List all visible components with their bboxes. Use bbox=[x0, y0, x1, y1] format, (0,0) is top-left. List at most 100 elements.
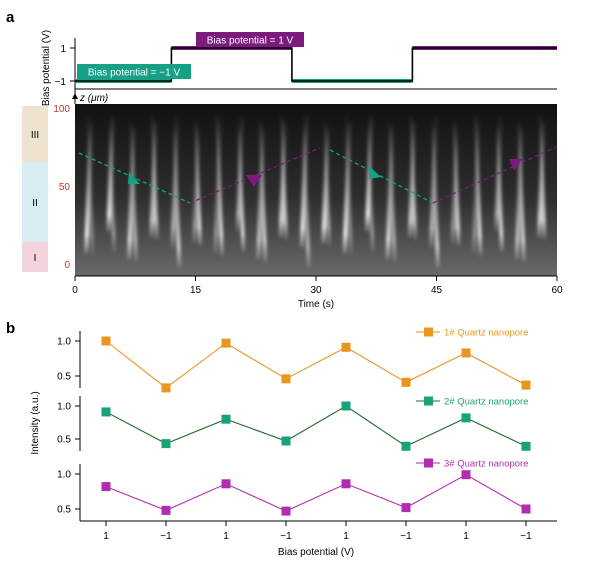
migration-path-neg-2 bbox=[329, 149, 434, 204]
intensity-ytick-label: 0.5 bbox=[57, 505, 71, 516]
bias-category-axis-label: Bias potential (V) bbox=[278, 547, 354, 558]
kymograph-streak bbox=[192, 128, 201, 244]
migration-arrow-pos-1 bbox=[246, 175, 262, 187]
intensity-ytick-label: 0.5 bbox=[57, 372, 71, 383]
time-axis-ticks: 0 15 30 45 60 bbox=[72, 276, 563, 296]
migration-arrow-neg-1 bbox=[128, 172, 140, 184]
intensity-ytick-label: 1.0 bbox=[57, 402, 71, 413]
time-tick-label: 30 bbox=[310, 285, 322, 296]
kymograph-streak bbox=[429, 116, 438, 248]
kymograph-streak bbox=[106, 116, 115, 232]
bias-pos-label-box bbox=[196, 32, 304, 47]
kymograph-streak bbox=[235, 116, 244, 232]
category-tick-label: 1 bbox=[223, 531, 229, 542]
kymograph-streak bbox=[537, 122, 546, 238]
migration-path-pos-2 bbox=[432, 146, 557, 204]
kymograph-streak bbox=[471, 122, 481, 254]
category-tick-label: −1 bbox=[160, 531, 172, 542]
bias-ytick-label-neg1: −1 bbox=[55, 77, 67, 88]
series-1-point bbox=[101, 336, 111, 346]
series-1-point bbox=[161, 383, 171, 393]
zone-I-label: I bbox=[34, 253, 37, 264]
bias-category-ticks: 1 −1 1 −1 1 −1 1 −1 bbox=[103, 521, 532, 542]
z-axis-label: z (μm) bbox=[79, 93, 108, 104]
series-2-point bbox=[161, 439, 171, 449]
intensity-ytick-label: 0.5 bbox=[57, 435, 71, 446]
series-2-point bbox=[341, 401, 351, 411]
legend-label-3: 3# Quartz nanopore bbox=[444, 459, 529, 470]
kymograph-streak bbox=[494, 116, 503, 232]
z-tick-label-50: 50 bbox=[59, 182, 71, 193]
kymograph-streak bbox=[342, 122, 352, 254]
series-1-point bbox=[401, 377, 411, 387]
kymograph-streak bbox=[278, 122, 287, 238]
series-3-point bbox=[281, 506, 291, 516]
time-tick-label: 60 bbox=[551, 285, 563, 296]
series-1-point bbox=[221, 338, 231, 348]
migration-path-neg-1 bbox=[78, 152, 191, 204]
category-tick-label: 1 bbox=[463, 531, 469, 542]
category-tick-label: −1 bbox=[280, 531, 292, 542]
z-tick-label-0: 0 bbox=[64, 260, 70, 271]
kymograph-streak bbox=[299, 116, 309, 248]
intensity-axis-label: Intensity (a.u.) bbox=[30, 391, 41, 454]
intensity-ytick-label: 1.0 bbox=[57, 470, 71, 481]
series-1-point bbox=[521, 380, 531, 390]
panel-b-label: b bbox=[6, 320, 15, 337]
legend-marker-3 bbox=[424, 458, 433, 468]
legend-label-2: 2# Quartz nanopore bbox=[444, 397, 529, 408]
series-line-3 bbox=[105, 474, 527, 512]
kymograph-streak bbox=[213, 122, 223, 254]
series-2-point bbox=[221, 414, 231, 424]
legend-marker-2 bbox=[424, 396, 433, 406]
migration-arrow-neg-2 bbox=[369, 166, 381, 179]
kymograph-streak bbox=[170, 116, 180, 248]
bias-neg-label: Bias potential = −1 V bbox=[88, 68, 181, 79]
kymograph-streak bbox=[84, 122, 93, 254]
kymograph-streak bbox=[385, 128, 395, 260]
time-axis-label: Time (s) bbox=[298, 299, 334, 310]
zone-I-box bbox=[22, 242, 48, 272]
intensity-ytick-label: 1.0 bbox=[57, 337, 71, 348]
legend-label-1: 1# Quartz nanopore bbox=[444, 328, 529, 339]
kymograph-streak bbox=[127, 128, 136, 260]
category-tick-label: 1 bbox=[343, 531, 349, 542]
kymograph-streak bbox=[321, 128, 330, 244]
bias-neg-label-box bbox=[77, 64, 191, 79]
kymograph-streaks bbox=[84, 116, 547, 268]
series-3-point bbox=[341, 479, 351, 489]
series-3-point bbox=[161, 505, 171, 515]
zone-II-label: II bbox=[32, 198, 38, 209]
time-tick-label: 15 bbox=[190, 285, 202, 296]
bias-ytick-label-1: 1 bbox=[60, 44, 66, 55]
intensity-plots: 1.0 0.5 1# Quartz nanopore 1.0 0.5 2# Quartz … bbox=[57, 327, 531, 521]
time-tick-label: 45 bbox=[431, 285, 443, 296]
series-2-point bbox=[461, 413, 471, 423]
z-tick-label-100: 100 bbox=[53, 104, 70, 115]
migration-arrow-pos-2 bbox=[509, 159, 522, 171]
category-tick-label: −1 bbox=[400, 531, 412, 542]
series-3-point bbox=[221, 479, 231, 489]
zone-III-label: III bbox=[31, 130, 39, 141]
series-2-point bbox=[401, 441, 411, 451]
category-tick-label: −1 bbox=[520, 531, 532, 542]
series-2-point bbox=[521, 441, 531, 451]
zone-III-box bbox=[22, 106, 48, 162]
series-line-2 bbox=[105, 405, 527, 447]
series-2-point bbox=[281, 436, 291, 446]
kymograph-streak bbox=[256, 128, 266, 260]
series-1-point bbox=[461, 348, 471, 358]
kymograph-streak bbox=[450, 128, 459, 244]
series-3-point bbox=[401, 503, 411, 513]
kymograph-streak bbox=[407, 122, 417, 238]
category-tick-label: 1 bbox=[103, 531, 109, 542]
kymograph-background bbox=[75, 104, 557, 276]
series-2-point bbox=[101, 407, 111, 417]
series-1-point bbox=[281, 374, 291, 384]
series-1-point bbox=[341, 342, 351, 352]
series-3-point bbox=[101, 482, 111, 492]
bias-pos-label: Bias potential = 1 V bbox=[207, 36, 294, 47]
series-3-point bbox=[521, 504, 531, 514]
kymograph-streak bbox=[149, 122, 158, 238]
